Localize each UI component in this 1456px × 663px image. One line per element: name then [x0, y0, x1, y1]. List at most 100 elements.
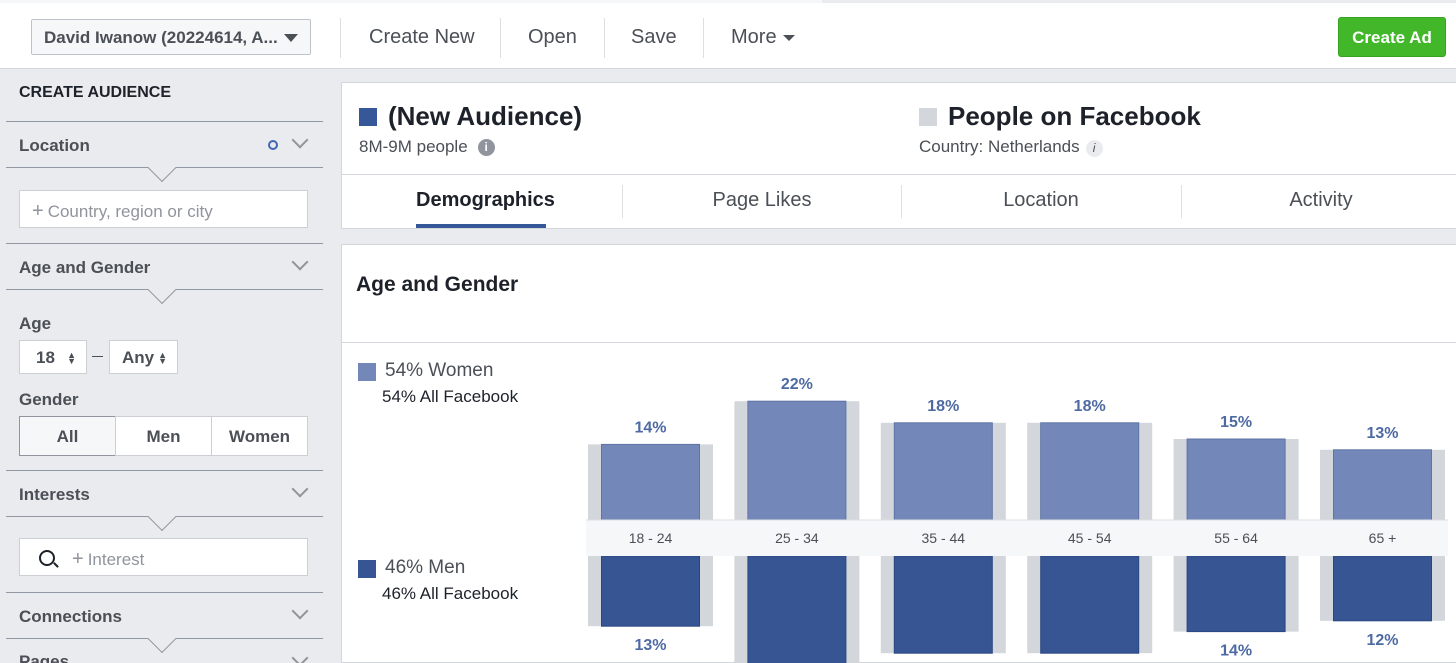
age-min-value: 18: [36, 348, 55, 367]
divider: [6, 243, 323, 244]
plus-icon: +: [72, 548, 84, 570]
divider: [6, 592, 323, 593]
save-button[interactable]: Save: [631, 26, 677, 48]
account-selector[interactable]: David Iwanow (20224614, A...: [31, 19, 311, 55]
create-ad-button[interactable]: Create Ad: [1338, 17, 1446, 57]
tab-page-likes[interactable]: Page Likes: [712, 189, 812, 211]
location-input[interactable]: + Country, region or city: [19, 190, 308, 228]
women-value-label: 18%: [927, 398, 959, 415]
location-section-header[interactable]: Location: [19, 136, 90, 155]
women-compare-legend: 54% All Facebook: [382, 387, 519, 406]
notch: [147, 153, 177, 183]
interests-section-header[interactable]: Interests: [19, 485, 90, 504]
age-gender-section-header[interactable]: Age and Gender: [19, 258, 151, 277]
chevron-down-icon[interactable]: [291, 649, 309, 663]
toolbar-divider: [604, 18, 605, 58]
men-value-label: 12%: [1366, 632, 1398, 649]
active-tab-indicator: [416, 224, 546, 228]
info-icon[interactable]: i: [477, 139, 495, 156]
tab-divider: [622, 185, 623, 218]
men-legend: 46% Men: [385, 557, 466, 578]
chevron-down-icon[interactable]: [291, 480, 309, 498]
tab-demographics[interactable]: Demographics: [416, 189, 555, 211]
gender-all-button[interactable]: All: [19, 416, 116, 456]
notch: [147, 502, 177, 532]
age-max-value: Any: [122, 348, 155, 367]
category-tick-label: 35 - 44: [922, 530, 966, 546]
open-button[interactable]: Open: [528, 26, 577, 48]
category-tick-label: 25 - 34: [775, 530, 819, 546]
category-tick-label: 45 - 54: [1068, 530, 1112, 546]
men-compare-legend: 46% All Facebook: [382, 584, 519, 603]
interest-input[interactable]: + Interest: [19, 538, 308, 576]
women-value-label: 15%: [1220, 414, 1252, 431]
axis-band: [586, 520, 1448, 556]
tab-divider: [901, 185, 902, 218]
men-bar: [1040, 555, 1140, 654]
gender-women-button[interactable]: Women: [211, 416, 308, 456]
caret-down-icon: [284, 34, 298, 42]
account-name: David Iwanow (20224614, A...: [44, 28, 278, 47]
tab-activity[interactable]: Activity: [1289, 189, 1353, 211]
divider: [342, 342, 1456, 343]
chevron-down-icon[interactable]: [291, 131, 309, 149]
women-bar: [1040, 422, 1140, 521]
more-menu[interactable]: More: [731, 19, 795, 57]
women-bar: [601, 443, 700, 521]
category-tick-label: 18 - 24: [629, 530, 673, 546]
compare-title: People on Facebook: [948, 101, 1201, 131]
men-bar: [747, 555, 847, 663]
info-icon[interactable]: i: [1085, 140, 1103, 157]
women-legend-swatch: [358, 363, 376, 381]
audience-title: (New Audience): [388, 101, 583, 131]
men-legend-swatch: [358, 560, 376, 578]
divider: [342, 174, 1456, 175]
notch: [147, 624, 177, 654]
pages-section-header[interactable]: Pages: [19, 652, 70, 663]
gender-label: Gender: [19, 390, 79, 409]
more-label: More: [731, 26, 777, 48]
women-bar: [893, 422, 993, 521]
stepper-icon: ▲ ▼: [67, 350, 76, 366]
audience-color-swatch: [359, 108, 377, 126]
category-tick-label: 55 - 64: [1214, 530, 1258, 546]
women-value-label: 13%: [1366, 425, 1398, 442]
category-tick-label: 65 +: [1369, 530, 1397, 546]
men-bar: [601, 555, 700, 627]
sidebar-title: CREATE AUDIENCE: [19, 84, 172, 101]
women-bar: [747, 400, 847, 521]
stepper-icon: ▲ ▼: [158, 350, 167, 366]
toolbar: David Iwanow (20224614, A... Create New …: [0, 3, 1456, 69]
men-bar: [893, 555, 993, 654]
sidebar: CREATE AUDIENCE Location + Country, regio…: [0, 70, 340, 663]
chevron-down-icon[interactable]: [291, 253, 309, 271]
panel-title: Age and Gender: [356, 273, 519, 296]
toolbar-divider: [703, 18, 704, 58]
gender-men-button[interactable]: Men: [115, 416, 212, 456]
men-value-label: 13%: [634, 637, 666, 654]
divider: [6, 470, 323, 471]
connections-section-header[interactable]: Connections: [19, 607, 122, 626]
toolbar-divider: [340, 18, 341, 58]
chevron-down-icon[interactable]: [291, 602, 309, 620]
divider: [6, 121, 323, 122]
age-min-select[interactable]: 18 ▲ ▼: [19, 340, 87, 374]
compare-color-swatch: [919, 108, 937, 126]
indicator-dot-icon: [268, 140, 278, 150]
age-gender-panel: Age and Gender 54% Women 54% All Faceboo…: [341, 244, 1456, 663]
interest-placeholder: Interest: [87, 550, 145, 569]
audience-header: (New Audience) 8M-9M people i People on F…: [341, 82, 1456, 229]
audience-size: 8M-9M people i: [359, 137, 495, 157]
women-value-label: 18%: [1074, 398, 1106, 415]
age-max-select[interactable]: Any ▲ ▼: [109, 340, 178, 374]
range-dash: [92, 356, 103, 357]
toolbar-divider: [500, 18, 501, 58]
top-strip: [0, 0, 822, 3]
age-label: Age: [19, 314, 52, 333]
tab-location[interactable]: Location: [1003, 189, 1079, 211]
create-new-button[interactable]: Create New: [369, 26, 475, 48]
women-legend: 54% Women: [385, 360, 494, 381]
women-value-label: 22%: [781, 376, 813, 393]
plus-icon: +: [32, 200, 44, 222]
men-bar: [1186, 555, 1286, 633]
